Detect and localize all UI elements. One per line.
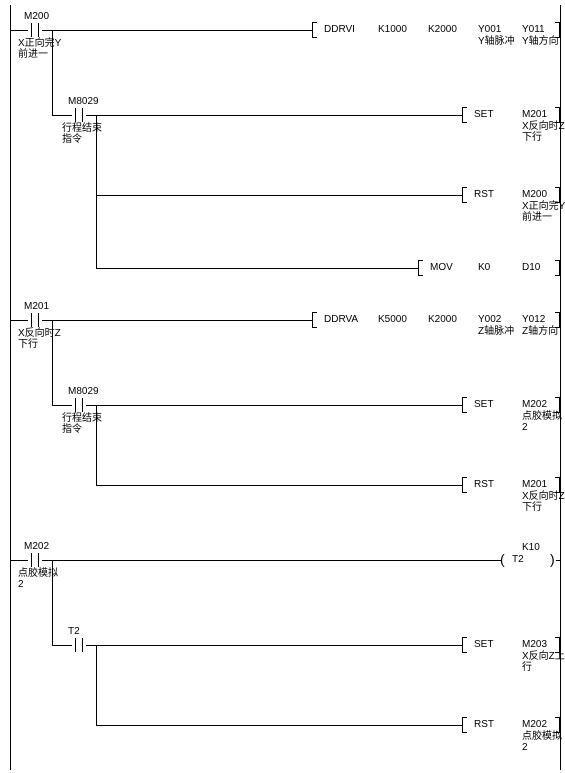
r2-branch-drop	[52, 320, 53, 405]
r1-b2-close	[554, 187, 560, 203]
r2-contact	[28, 313, 42, 327]
r2-p3: Y002	[478, 314, 528, 325]
r1-b3-p1: K0	[478, 262, 528, 273]
r2-b1-open	[462, 397, 468, 413]
r1-b1-op: SET	[474, 109, 524, 120]
r2-b1-op: SET	[474, 399, 524, 410]
r1-p1: K1000	[378, 24, 428, 35]
r3-contact	[28, 553, 42, 567]
r3-branch-contact	[72, 638, 86, 652]
r1-b1-close	[554, 107, 560, 123]
r3-b2-op: RST	[474, 719, 524, 730]
r2-p3-desc: Z轴脉冲	[478, 326, 528, 337]
r1-b2-p1-desc: X正向完Y 前进一	[522, 201, 565, 223]
r1-sub-drop	[96, 115, 97, 268]
r2-instr-close	[554, 312, 560, 328]
r3-branch-drop	[52, 560, 53, 645]
r1-b2-open	[462, 187, 468, 203]
r2-b2-open	[462, 477, 468, 493]
r2-contact-desc: X反向时Z 下行	[18, 328, 78, 350]
r1-contact-desc: X正向完Y 前进一	[18, 38, 78, 60]
r1-contact-addr: M200	[24, 11, 74, 22]
r2-op: DDRVA	[324, 314, 374, 325]
r1-p3: Y001	[478, 24, 528, 35]
r3-contact-addr: M202	[24, 541, 74, 552]
r2-b2-p1-desc: X反向时Z 下行	[522, 491, 565, 513]
r2-p2: K2000	[428, 314, 478, 325]
r2-contact-addr: M201	[24, 301, 74, 312]
r3-b2-p1-desc: 点胶模拟 2	[522, 731, 565, 753]
r2-b1-p1-desc: 点胶模拟 2	[522, 411, 565, 433]
r1-branch-drop	[52, 30, 53, 115]
r3-b2-open	[462, 717, 468, 733]
r1-p3-desc: Y轴脉冲	[478, 36, 528, 47]
r3-b1-op: SET	[474, 639, 524, 650]
r3-b2-close	[554, 717, 560, 733]
r3-contact-desc: 点胶模拟 2	[18, 568, 78, 590]
r1-b2-op: RST	[474, 189, 524, 200]
r1-instr-open	[312, 22, 318, 38]
r1-b3-op: MOV	[430, 262, 480, 273]
r1-b1-open	[462, 107, 468, 123]
r2-b2-op: RST	[474, 479, 524, 490]
r2-sub-drop	[96, 405, 97, 485]
r3-branch-contact-addr: T2	[68, 626, 118, 637]
r1-branch-contact	[72, 108, 86, 122]
r1-branch-contact-desc: 行程结束 指令	[62, 123, 122, 145]
r3-sub-drop	[96, 645, 97, 725]
r1-b3-open	[418, 260, 424, 276]
r2-b2-close	[554, 477, 560, 493]
r2-branch-contact-addr: M8029	[68, 386, 118, 397]
left-rail	[10, 5, 11, 770]
r1-branch-contact-addr: M8029	[68, 96, 118, 107]
r3-b1-close	[554, 637, 560, 653]
r2-branch-contact-desc: 行程结束 指令	[62, 413, 122, 435]
r2-p1: K5000	[378, 314, 428, 325]
r1-instr-close	[554, 22, 560, 38]
r2-branch-contact	[72, 398, 86, 412]
r2-b1-close	[554, 397, 560, 413]
r1-p2: K2000	[428, 24, 478, 35]
ladder-diagram: M200X正向完Y 前进一DDRVIK1000K2000Y001Y轴脉冲Y011…	[0, 0, 565, 773]
r1-b1-p1-desc: X反向时Z 下行	[522, 121, 565, 143]
r3-coil-close: )	[550, 552, 555, 566]
r2-instr-open	[312, 312, 318, 328]
r1-op: DDRVI	[324, 24, 374, 35]
r3-coil-param: K10	[522, 542, 565, 553]
r3-coil-open: (	[500, 552, 505, 566]
r3-b1-open	[462, 637, 468, 653]
r1-b3-close	[554, 260, 560, 276]
r1-contact	[28, 23, 42, 37]
r3-b1-p1-desc: X反向Z上 行	[522, 651, 565, 673]
